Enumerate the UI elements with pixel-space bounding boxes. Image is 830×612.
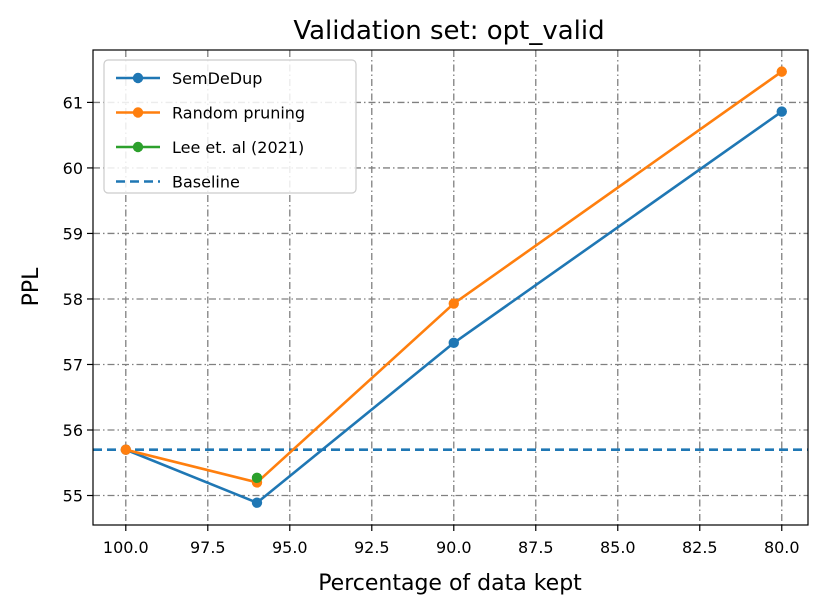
data-point: [448, 337, 459, 349]
legend: SemDeDup Random pruning Lee et. al (2021) B…: [103, 59, 357, 194]
legend-marker: [132, 141, 144, 153]
y-tick-label: 61: [63, 93, 83, 112]
x-tick-label: 100.0: [103, 538, 149, 557]
x-tick-label: 95.0: [272, 538, 308, 557]
x-axis-label: Percentage of data kept: [318, 571, 582, 596]
y-tick-label: 55: [63, 487, 83, 506]
data-point: [776, 66, 787, 77]
data-point: [120, 444, 131, 455]
y-axis-label: PPL: [19, 267, 44, 307]
legend-label: SemDeDup: [172, 69, 262, 88]
y-tick-label: 57: [63, 355, 83, 374]
legend-label: Lee et. al (2021): [172, 138, 304, 157]
x-tick-label: 87.5: [518, 538, 554, 557]
x-tick-label: 92.5: [354, 538, 390, 557]
x-tick-label: 85.0: [600, 538, 636, 557]
y-tick-label: 56: [63, 421, 83, 440]
chart-title: Validation set: opt_valid: [293, 16, 604, 46]
data-point: [251, 472, 263, 484]
y-tick-label: 58: [63, 290, 83, 309]
series-line: [125, 70, 783, 484]
y-tick-label: 60: [63, 159, 83, 178]
y-tick-label: 59: [63, 224, 83, 243]
axis-ticks: 100.0 97.5 95.0 92.5 90.0 87.5 85.0 82.5 80.0 55 5…: [63, 93, 800, 557]
data-point: [251, 497, 263, 508]
data-point: [776, 106, 787, 117]
legend-box: [103, 59, 357, 194]
x-tick-label: 82.5: [682, 538, 718, 557]
legend-marker: [132, 107, 144, 118]
plot-frame: [92, 49, 809, 526]
legend-label: Baseline: [172, 173, 240, 192]
legend-label: Random pruning: [172, 104, 305, 123]
x-tick-label: 80.0: [764, 538, 800, 557]
x-tick-label: 90.0: [436, 538, 472, 557]
series-line: [125, 110, 783, 505]
legend-marker: [132, 72, 144, 84]
data-point: [448, 298, 459, 309]
x-tick-label: 97.5: [190, 538, 226, 557]
series-layer: [93, 66, 808, 508]
